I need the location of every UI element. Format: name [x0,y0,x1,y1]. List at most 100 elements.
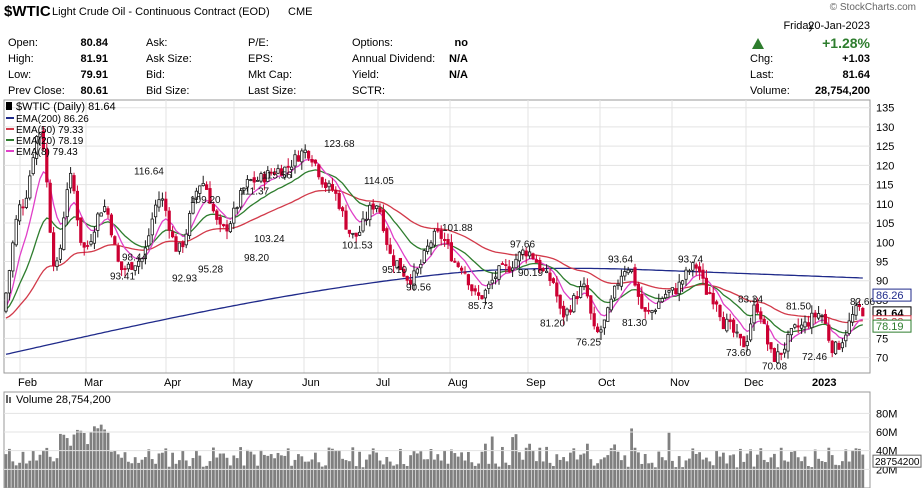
candle-body [752,304,756,324]
volume-bar [320,466,324,488]
candle-body [286,165,290,168]
quote-label: Ask: [146,37,168,49]
volume-bar [637,452,640,488]
volume-bar [86,444,89,488]
volume-bar [72,434,76,488]
ema8-line [5,158,863,347]
candle-body [490,279,494,284]
volume-bar [263,454,266,488]
volume-bar [813,449,817,488]
candle-body [691,262,695,271]
volume-bar [52,461,55,488]
candle-body [633,267,637,286]
candle-body [48,182,52,233]
volume-bar [48,456,52,488]
volume-bar [643,453,647,488]
candle-body [589,295,593,314]
candle-body [459,267,464,271]
volume-bar [198,455,202,488]
volume-bar [351,447,355,488]
x-tick-label: Dec [744,377,764,389]
volume-bar [212,447,215,488]
candle-body [371,203,375,210]
candle-body [419,263,423,269]
candle-body [181,241,185,248]
volume-bar [252,454,256,488]
volume-bar [732,454,735,488]
volume-bar [841,461,844,488]
volume-bar [402,464,406,488]
candle-body [783,348,787,354]
candle-body [344,210,348,230]
volume-bar [820,461,824,488]
volume-icon-bar [9,397,11,403]
candle-body [677,281,681,295]
volume-bar [776,467,780,488]
volume-bar [242,465,246,488]
volume-bar [378,460,382,488]
candle-body [136,260,141,267]
volume-bar [647,463,650,488]
quote-label: Bid: [146,69,165,81]
candle-body [745,341,749,347]
candle-body [565,308,569,316]
volume-bars [4,424,865,488]
candle-body [735,331,739,334]
volume-last-text: 28754200 [875,457,920,468]
candle-body [408,279,413,285]
candle-body [255,179,260,182]
exchange-label: CME [288,6,313,18]
volume-bar [290,465,293,488]
volume-bar [480,451,484,488]
volume-panel-title: Volume 28,754,200 [16,394,111,406]
quote-header: $WTIC Light Crude Oil - Continuous Contr… [0,0,924,100]
price-annotation: 81.20 [540,319,565,330]
quote-value: 80.84 [80,37,108,49]
candle-body [69,172,73,189]
volume-bar [103,429,106,488]
volume-bar [501,446,504,488]
volume-bar [701,459,705,488]
candle-body [106,208,110,215]
candle-body [806,322,811,327]
volume-bar [222,453,225,488]
last-value-tag [872,288,912,302]
volume-bar [297,454,300,488]
candle-body [194,190,198,200]
candle-body [96,213,100,231]
candle-body [201,182,205,187]
candle-body [759,311,763,320]
candle-body [157,199,161,208]
volume-bar [96,428,100,488]
volume-bar [538,447,542,488]
volume-bar [463,460,467,488]
candle-body [718,304,722,318]
volume-bar [623,455,627,488]
price-annotation: 101.53 [342,240,373,251]
candle-body [840,342,845,349]
candle-body [453,260,457,263]
candle-body [130,262,134,270]
candle-body [504,264,508,266]
volume-bar [433,459,436,488]
volume-bar [470,462,474,488]
candle-body [664,293,668,299]
candle-body [616,283,620,287]
y-tick-label: 110 [876,199,894,211]
candle-body [698,266,702,273]
x-tick-label: May [232,377,253,389]
quote-label: P/E: [248,37,269,49]
candle-body [35,136,39,159]
candle-body [55,260,59,267]
volume-bar [293,459,297,488]
volume-bar [674,467,678,488]
volume-bar [667,432,671,488]
candle-body [58,247,63,260]
volume-bar [630,428,633,488]
volume-bar [603,457,606,488]
candle-body [262,173,267,183]
x-tick-label: Sep [526,377,546,389]
legend-entry: EMA(200) 86.26 [16,114,89,125]
candle-body [126,263,130,270]
